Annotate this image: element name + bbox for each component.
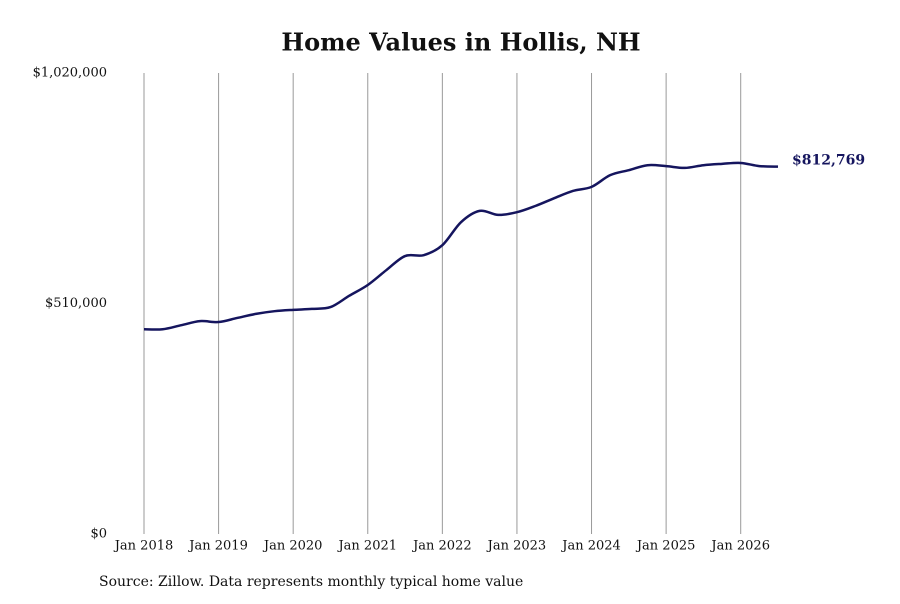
y-tick-label: $1,020,000 xyxy=(33,66,107,81)
x-tick-label: Jan 2020 xyxy=(262,539,323,554)
x-tick-label: Jan 2024 xyxy=(560,539,621,554)
x-tick-label: Jan 2018 xyxy=(113,539,174,554)
data-label: $812,769 xyxy=(792,153,865,169)
source-note: Source: Zillow. Data represents monthly … xyxy=(99,574,523,590)
x-tick-label: Jan 2025 xyxy=(635,539,696,554)
x-tick-label: Jan 2022 xyxy=(411,539,472,554)
x-tick-label: Jan 2019 xyxy=(187,539,248,554)
y-tick-label: $0 xyxy=(90,527,107,542)
x-tick-label: Jan 2023 xyxy=(486,539,547,554)
chart-title: Home Values in Hollis, NH xyxy=(281,28,640,57)
y-tick-label: $510,000 xyxy=(45,296,107,311)
line xyxy=(143,161,779,331)
x-tick-label: Jan 2021 xyxy=(336,539,397,554)
x-tick-label: Jan 2026 xyxy=(709,539,770,554)
